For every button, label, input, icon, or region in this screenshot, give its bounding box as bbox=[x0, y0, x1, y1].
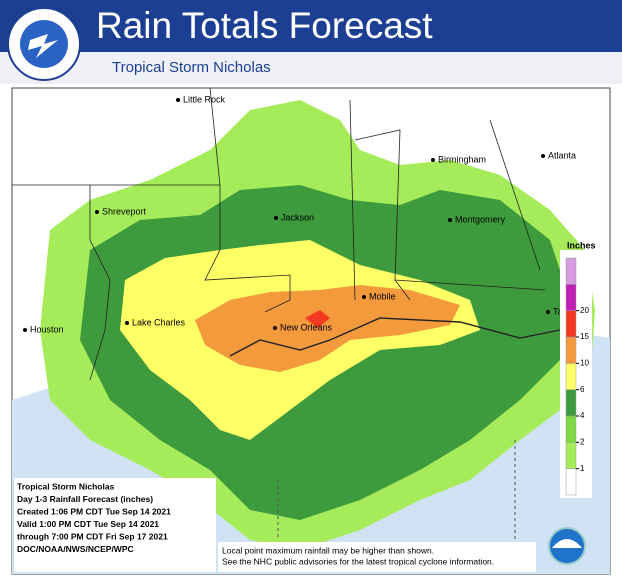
legend-tick-label: 6 bbox=[580, 385, 585, 394]
legend-swatch bbox=[565, 442, 577, 469]
info-line: Created 1:06 PM CDT Tue Sep 14 2021 bbox=[17, 506, 171, 516]
info-line: through 7:00 PM CDT Fri Sep 17 2021 bbox=[17, 531, 168, 541]
nws-logo-bolt bbox=[28, 34, 58, 58]
city-dot bbox=[176, 98, 180, 102]
note-line: See the NHC public advisories for the la… bbox=[222, 556, 494, 566]
legend-title: Inches bbox=[567, 240, 596, 250]
city-dot bbox=[431, 158, 435, 162]
subtitle-band bbox=[0, 52, 622, 84]
coastline bbox=[229, 317, 561, 357]
note-text: Local point maximum rainfall may be high… bbox=[222, 545, 494, 566]
city-dot bbox=[546, 310, 550, 314]
info-box bbox=[14, 478, 216, 572]
legend-swatch bbox=[565, 468, 577, 496]
city-label: Atlanta bbox=[548, 150, 576, 160]
legend-swatch bbox=[565, 310, 577, 338]
state-border bbox=[89, 185, 111, 381]
city-label: Little Rock bbox=[183, 94, 226, 104]
legend-tick-label: 1 bbox=[580, 464, 585, 473]
legend-swatch bbox=[565, 415, 577, 443]
title: Rain Totals Forecast bbox=[96, 5, 433, 46]
city-dot bbox=[23, 328, 27, 332]
legend-tick-label: 20 bbox=[580, 306, 589, 315]
note-line: Local point maximum rainfall may be high… bbox=[222, 545, 434, 555]
city-label: Ta bbox=[553, 306, 563, 316]
legend-swatch bbox=[565, 336, 577, 364]
city-dot bbox=[95, 210, 99, 214]
city-dot bbox=[362, 295, 366, 299]
legend-swatch bbox=[565, 284, 577, 311]
city-dot bbox=[274, 216, 278, 220]
legend-tick-label: 2 bbox=[580, 437, 585, 446]
city-label: Shreveport bbox=[102, 206, 147, 216]
city-label: Houston bbox=[30, 324, 64, 334]
cities: Little Rock Birmingham Atlanta Shreveport Ja… bbox=[23, 94, 576, 334]
rain-6-10 bbox=[195, 285, 460, 372]
city-label: Mobile bbox=[369, 291, 396, 301]
info-line: Tropical Storm Nicholas bbox=[17, 481, 115, 491]
offshore-lines bbox=[277, 440, 516, 540]
borders bbox=[12, 87, 561, 381]
city-label: Montgomery bbox=[455, 214, 506, 224]
city-label: New Orleans bbox=[280, 322, 333, 332]
info-line: DOC/NOAA/NWS/NCEP/WPC bbox=[17, 544, 134, 554]
rain-10-15 bbox=[305, 310, 330, 328]
city-label: Birmingham bbox=[438, 154, 486, 164]
info-line: Valid 1:00 PM CDT Tue Sep 14 2021 bbox=[17, 519, 159, 529]
info-text: Tropical Storm Nicholas Day 1-3 Rainfall … bbox=[17, 481, 171, 554]
subtitle: Tropical Storm Nicholas bbox=[112, 59, 271, 76]
note-box bbox=[218, 542, 536, 572]
city-dot bbox=[125, 321, 129, 325]
legend-swatch bbox=[565, 363, 577, 390]
legend-swatch bbox=[565, 257, 577, 285]
state-border bbox=[12, 87, 291, 313]
city-dot bbox=[448, 218, 452, 222]
legend-tick-label: 10 bbox=[580, 358, 589, 367]
info-line: Day 1-3 Rainfall Forecast (inches) bbox=[17, 494, 153, 504]
noaa-logo-bird bbox=[552, 539, 582, 548]
legend-swatch bbox=[565, 389, 577, 417]
city-label: Jackson bbox=[281, 212, 314, 222]
city-label: Lake Charles bbox=[132, 317, 186, 327]
legend: Inches 1 2 4 6 10 15 20 bbox=[560, 240, 596, 498]
state-border bbox=[349, 99, 546, 301]
legend-tick-label: 4 bbox=[580, 411, 585, 420]
city-dot bbox=[273, 326, 277, 330]
header-band bbox=[0, 0, 622, 52]
city-dot bbox=[541, 154, 545, 158]
legend-tick-label: 15 bbox=[580, 332, 589, 341]
